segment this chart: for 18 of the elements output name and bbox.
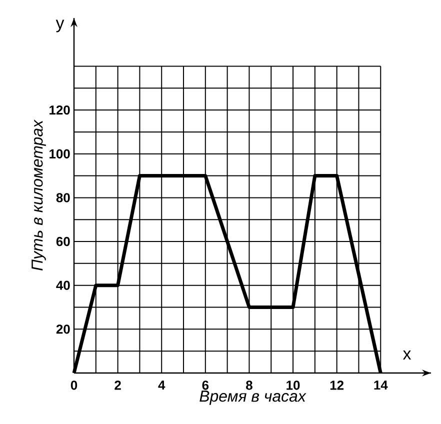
y-tick-label: 60 bbox=[56, 236, 70, 246]
y-tick-label: 80 bbox=[56, 193, 70, 202]
x-tick-label: 12 bbox=[330, 380, 344, 390]
y-tick-label: 100 bbox=[50, 149, 70, 158]
x-tick-label: 2 bbox=[114, 380, 121, 390]
x-tick-label: 8 bbox=[246, 380, 252, 390]
x-tick-label: 4 bbox=[158, 380, 166, 390]
x-tick-label: 10 bbox=[286, 380, 300, 390]
y-tick-label: 20 bbox=[56, 324, 70, 334]
text: y bbox=[56, 20, 64, 32]
y-axis-title: Путь в километрах bbox=[32, 120, 46, 271]
x-tick-label: 6 bbox=[202, 380, 209, 390]
x-axis-title: Время в часах bbox=[200, 390, 306, 405]
x-tick-label: 14 bbox=[374, 380, 388, 390]
y-tick-label: 40 bbox=[56, 280, 70, 290]
annotation: x bbox=[402, 350, 412, 360]
x-tick-label: 0 bbox=[70, 380, 78, 390]
y-tick-label: 120 bbox=[50, 105, 70, 115]
